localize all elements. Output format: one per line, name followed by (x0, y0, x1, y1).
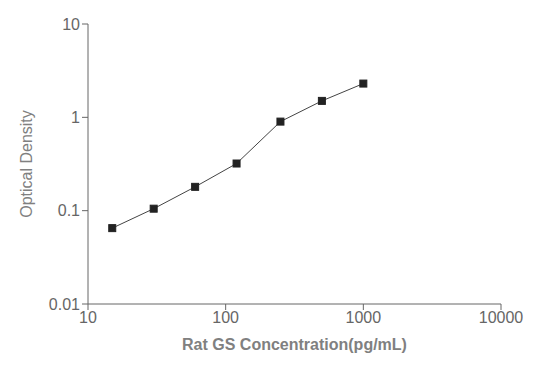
svg-text:10000: 10000 (479, 309, 524, 326)
svg-text:1: 1 (71, 109, 80, 126)
svg-text:0.1: 0.1 (58, 202, 80, 219)
svg-text:0.01: 0.01 (49, 296, 80, 313)
svg-text:10: 10 (79, 309, 97, 326)
svg-text:1000: 1000 (346, 309, 382, 326)
svg-text:10: 10 (62, 16, 80, 33)
svg-text:100: 100 (212, 309, 239, 326)
svg-text:Optical Density: Optical Density (18, 110, 35, 218)
svg-text:Rat GS Concentration(pg/mL): Rat GS Concentration(pg/mL) (182, 336, 407, 353)
